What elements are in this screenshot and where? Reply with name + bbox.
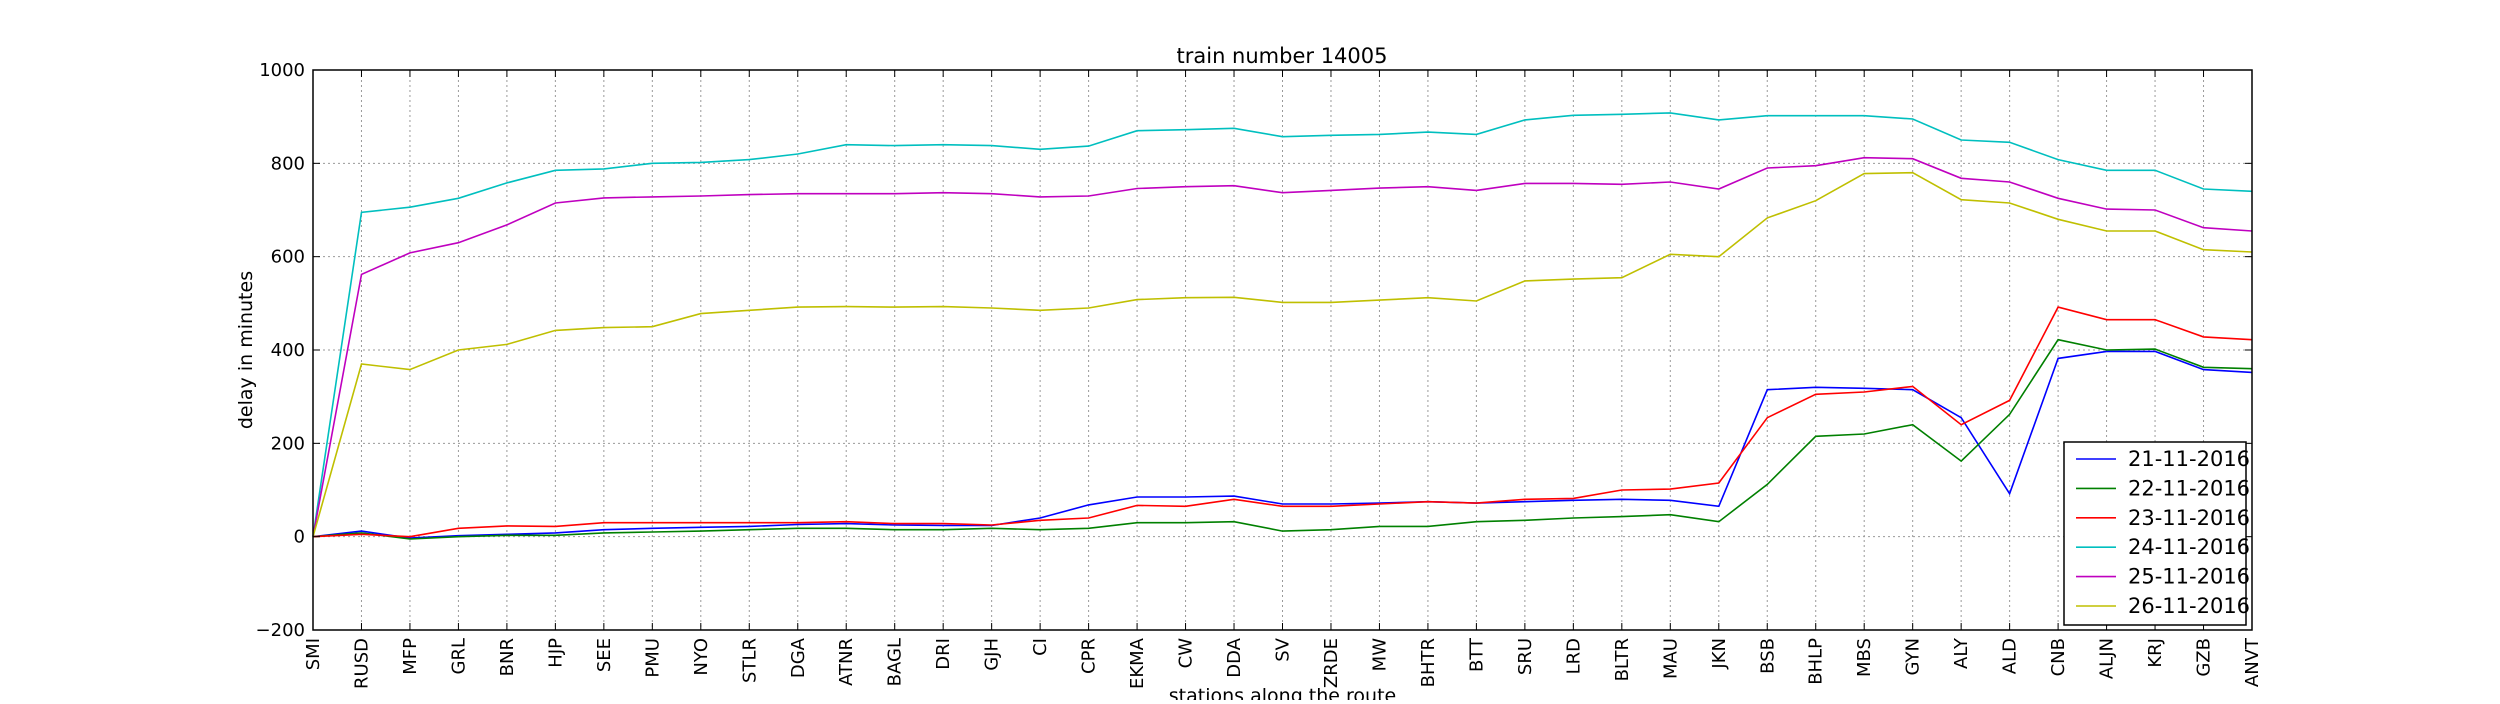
x-tick-label: BHTR: [1418, 638, 1439, 687]
y-tick-label: 1000: [259, 60, 305, 81]
legend: 21-11-2016 22-11-2016 23-11-2016 24-11-2016…: [2063, 441, 2250, 626]
x-tick-label: JKN: [1709, 638, 1730, 670]
x-tick-label: BTT: [1466, 637, 1487, 672]
series-line-25-11-2016: [312, 156, 2253, 537]
x-tick-label: ANVT: [2242, 637, 2263, 687]
x-tick-label: ALY: [1951, 637, 1972, 669]
y-axis-ticks: −200 0 200 400 600 800 1000: [256, 60, 2252, 641]
x-tick-label: GYN: [1903, 638, 1924, 676]
legend-label: 26-11-2016: [2128, 594, 2250, 618]
x-tick-label: CPR: [1079, 638, 1100, 674]
y-tick-label: 200: [271, 433, 305, 454]
x-tick-label: DRI: [933, 638, 954, 670]
x-axis-ticks: SMI RUSD MFP GRL BNR HJP SEE PMU NYO STLR DGA ATNR B…: [303, 70, 2263, 689]
y-tick-label: 800: [271, 153, 305, 174]
x-tick-label: SMI: [303, 638, 324, 670]
series-line-26-11-2016: [312, 171, 2253, 537]
x-tick-label: GJH: [982, 638, 1003, 671]
x-tick-label: BLTR: [1612, 638, 1633, 681]
x-tick-label: PMU: [642, 638, 663, 678]
x-tick-label: KRJ: [2145, 638, 2166, 668]
y-tick-label: 0: [294, 527, 305, 548]
x-tick-label: SRU: [1515, 638, 1536, 675]
x-tick-label: MW: [1369, 638, 1390, 672]
legend-label: 21-11-2016: [2128, 447, 2250, 471]
x-tick-label: HJP: [545, 638, 566, 668]
x-tick-label: NYO: [691, 638, 712, 676]
x-tick-label: SEE: [594, 638, 615, 672]
x-tick-label: ALJN: [2097, 638, 2118, 679]
legend-label: 23-11-2016: [2128, 506, 2250, 530]
y-tick-label: 400: [271, 340, 305, 361]
legend-label: 22-11-2016: [2128, 476, 2250, 500]
x-tick-label: CW: [1176, 638, 1197, 669]
x-tick-label: BSB: [1757, 638, 1778, 674]
legend-label: 25-11-2016: [2128, 565, 2250, 589]
y-axis-title: delay in minutes: [235, 271, 257, 429]
x-tick-label: MAU: [1660, 638, 1681, 679]
x-tick-label: STLR: [739, 638, 760, 683]
legend-label: 24-11-2016: [2128, 535, 2250, 559]
y-tick-label: 600: [271, 247, 305, 268]
x-tick-label: DDA: [1224, 637, 1245, 677]
x-tick-label: EKMA: [1127, 637, 1148, 689]
x-axis-title: stations along the route: [1169, 685, 1396, 700]
x-tick-label: ALD: [2000, 638, 2021, 674]
x-tick-label: MFP: [400, 638, 421, 675]
x-tick-label: GRL: [448, 638, 469, 674]
x-tick-label: CNB: [2048, 638, 2069, 676]
x-tick-label: GZB: [2194, 638, 2215, 677]
x-tick-label: BHLP: [1806, 638, 1827, 685]
y-tick-label: −200: [256, 620, 305, 641]
x-tick-label: CI: [1030, 638, 1051, 656]
series-line-22-11-2016: [312, 338, 2253, 540]
x-tick-label: ZRDE: [1321, 638, 1342, 688]
legend-box: [2063, 441, 2247, 626]
x-tick-label: BAGL: [885, 638, 906, 686]
x-tick-label: BNR: [497, 638, 518, 676]
series-lines: [312, 112, 2253, 540]
grid-lines: [313, 70, 2252, 630]
x-tick-label: MBS: [1854, 638, 1875, 677]
x-tick-label: LRD: [1563, 638, 1584, 674]
series-line-24-11-2016: [312, 112, 2253, 537]
x-tick-label: DGA: [788, 637, 809, 678]
x-tick-label: SV: [1273, 637, 1294, 661]
series-line-23-11-2016: [312, 306, 2253, 538]
x-tick-label: ATNR: [836, 638, 857, 686]
x-tick-label: RUSD: [351, 638, 372, 689]
chart-title: train number 14005: [1177, 44, 1388, 68]
